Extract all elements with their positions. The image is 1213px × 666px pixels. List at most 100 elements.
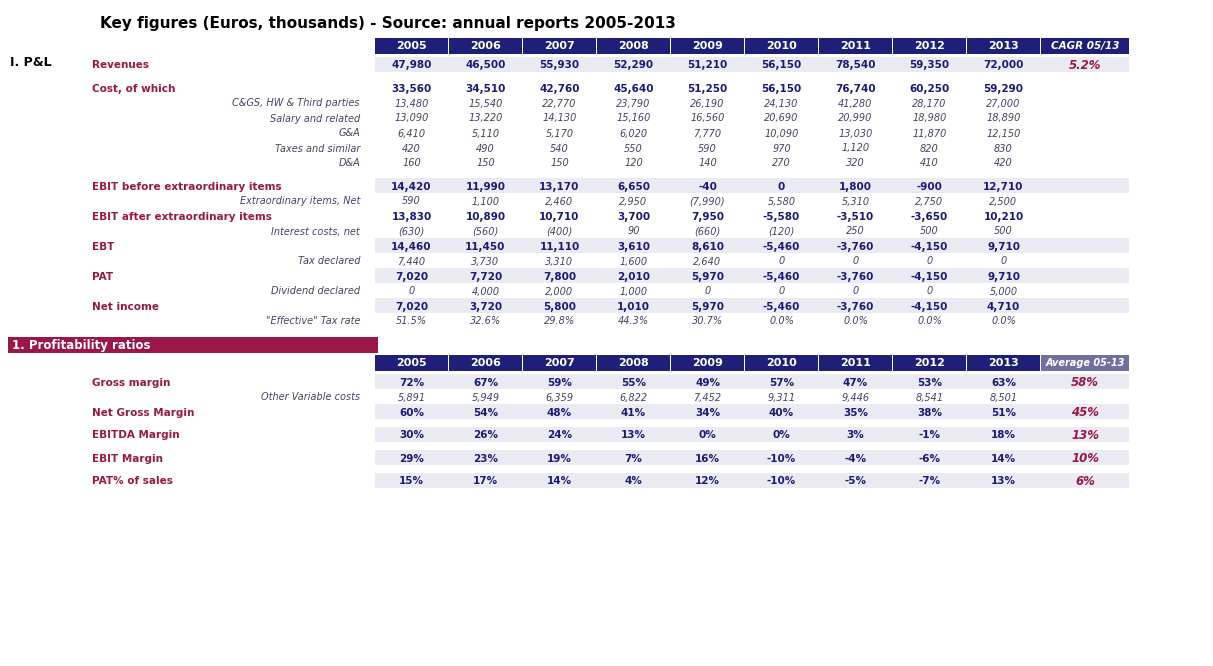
Text: 16,560: 16,560 — [690, 113, 724, 123]
Text: 0: 0 — [778, 182, 785, 192]
Text: 60%: 60% — [399, 408, 425, 418]
Text: 0.0%: 0.0% — [769, 316, 795, 326]
Text: -4,150: -4,150 — [911, 242, 949, 252]
Text: 41%: 41% — [621, 408, 647, 418]
Bar — [375, 450, 1129, 465]
Text: 15,540: 15,540 — [468, 99, 502, 109]
Text: 24%: 24% — [547, 430, 573, 440]
Text: 72%: 72% — [399, 378, 425, 388]
Text: -3,760: -3,760 — [837, 242, 875, 252]
Text: PAT: PAT — [92, 272, 113, 282]
Text: Other Variable costs: Other Variable costs — [261, 392, 360, 402]
Text: EBIT Margin: EBIT Margin — [92, 454, 163, 464]
Bar — [449, 38, 522, 54]
Text: -5,460: -5,460 — [763, 272, 801, 282]
Text: 0%: 0% — [773, 430, 791, 440]
Text: 5.2%: 5.2% — [1069, 59, 1101, 72]
Text: 11,990: 11,990 — [466, 182, 506, 192]
Text: -900: -900 — [917, 182, 943, 192]
Text: -3,760: -3,760 — [837, 302, 875, 312]
Text: -3,510: -3,510 — [837, 212, 875, 222]
Text: -1%: -1% — [918, 430, 940, 440]
Text: 13,480: 13,480 — [394, 99, 428, 109]
Text: 35%: 35% — [843, 408, 869, 418]
Text: 2011: 2011 — [841, 358, 871, 368]
Text: 2007: 2007 — [545, 41, 575, 51]
Text: 5,891: 5,891 — [398, 392, 426, 402]
Text: 0: 0 — [705, 286, 711, 296]
Text: 2013: 2013 — [989, 41, 1019, 51]
Text: 0: 0 — [853, 256, 859, 266]
Text: Extraordinary items, Net: Extraordinary items, Net — [240, 196, 360, 206]
Text: "Effective" Tax rate: "Effective" Tax rate — [266, 316, 360, 326]
Text: 4,000: 4,000 — [472, 286, 500, 296]
Text: Average 05-13: Average 05-13 — [1046, 358, 1124, 368]
Text: 22,770: 22,770 — [542, 99, 576, 109]
Bar — [375, 404, 1129, 419]
Text: 51%: 51% — [991, 408, 1016, 418]
Text: -10%: -10% — [767, 476, 796, 486]
Text: -4,150: -4,150 — [911, 302, 949, 312]
Text: -40: -40 — [697, 182, 717, 192]
Text: 7,020: 7,020 — [395, 272, 428, 282]
Text: 420: 420 — [995, 159, 1013, 168]
Text: -4,150: -4,150 — [911, 272, 949, 282]
Bar — [967, 38, 1040, 54]
Bar — [523, 38, 596, 54]
Text: 30.7%: 30.7% — [691, 316, 723, 326]
Text: 3,730: 3,730 — [472, 256, 500, 266]
Text: 51.5%: 51.5% — [395, 316, 427, 326]
Text: 5,310: 5,310 — [842, 196, 870, 206]
Text: 5,000: 5,000 — [990, 286, 1018, 296]
Text: 3,610: 3,610 — [617, 242, 650, 252]
Bar — [375, 355, 448, 371]
Text: Dividend declared: Dividend declared — [270, 286, 360, 296]
Text: 20,990: 20,990 — [838, 113, 872, 123]
Text: 34,510: 34,510 — [466, 83, 506, 93]
Text: 2012: 2012 — [915, 358, 945, 368]
Text: EBIT before extraordinary items: EBIT before extraordinary items — [92, 182, 281, 192]
Bar — [967, 355, 1040, 371]
Text: 1,010: 1,010 — [617, 302, 650, 312]
Text: D&A: D&A — [338, 159, 360, 168]
Text: 2013: 2013 — [989, 358, 1019, 368]
Text: Taxes and similar: Taxes and similar — [274, 143, 360, 153]
Bar — [375, 473, 1129, 488]
Text: Key figures (Euros, thousands) - Source: annual reports 2005-2013: Key figures (Euros, thousands) - Source:… — [99, 16, 676, 31]
Text: (560): (560) — [472, 226, 499, 236]
Text: 6,650: 6,650 — [617, 182, 650, 192]
Bar — [8, 337, 378, 353]
Text: 7,440: 7,440 — [398, 256, 426, 266]
Text: 6,410: 6,410 — [398, 129, 426, 139]
Bar — [375, 268, 1129, 283]
Text: 0%: 0% — [699, 430, 717, 440]
Text: CAGR 05/13: CAGR 05/13 — [1050, 41, 1120, 51]
Text: -6%: -6% — [918, 454, 940, 464]
Text: 6,359: 6,359 — [546, 392, 574, 402]
Text: 5,970: 5,970 — [691, 302, 724, 312]
Text: 47,980: 47,980 — [392, 61, 432, 71]
Text: 13,220: 13,220 — [468, 113, 502, 123]
Text: 5,949: 5,949 — [472, 392, 500, 402]
Text: 2010: 2010 — [767, 41, 797, 51]
Text: C&GS, HW & Third parties: C&GS, HW & Third parties — [233, 99, 360, 109]
Text: 0: 0 — [779, 256, 785, 266]
Text: 5,970: 5,970 — [691, 272, 724, 282]
Text: 54%: 54% — [473, 408, 499, 418]
Text: 9,710: 9,710 — [987, 242, 1020, 252]
Text: 490: 490 — [477, 143, 495, 153]
Text: 6%: 6% — [1075, 475, 1095, 488]
Text: 1,000: 1,000 — [620, 286, 648, 296]
Text: 12%: 12% — [695, 476, 721, 486]
Text: 13,030: 13,030 — [838, 129, 872, 139]
Text: 970: 970 — [773, 143, 791, 153]
Bar — [893, 355, 966, 371]
Bar — [375, 374, 1129, 389]
Text: 2,500: 2,500 — [990, 196, 1018, 206]
Text: 14%: 14% — [991, 454, 1016, 464]
Text: 2009: 2009 — [693, 358, 723, 368]
Text: 56,150: 56,150 — [762, 61, 802, 71]
Bar — [671, 38, 744, 54]
Text: EBT: EBT — [92, 242, 114, 252]
Text: 8,610: 8,610 — [691, 242, 724, 252]
